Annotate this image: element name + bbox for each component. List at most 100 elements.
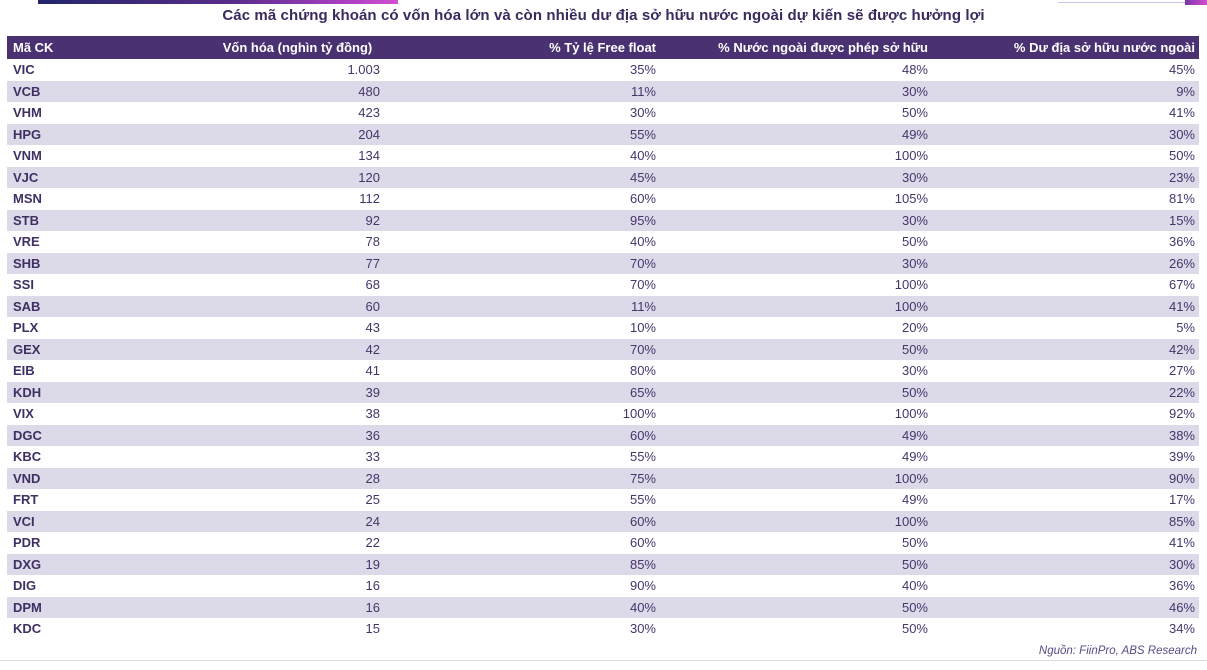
- freefloat-cell: 11%: [430, 295, 666, 317]
- foreign-allowed-cell: 48%: [901, 62, 928, 78]
- marketcap-cell: 36: [165, 424, 430, 446]
- freefloat-cell: 40%: [430, 596, 666, 618]
- freefloat-cell: 35%: [629, 62, 656, 78]
- ticker-cell: VIC: [13, 62, 35, 78]
- marketcap-cell: 16: [165, 596, 430, 618]
- foreign-room-cell: 34%: [1168, 621, 1195, 637]
- foreign-room-cell: 92%: [1168, 406, 1195, 422]
- foreign-allowed-cell: 49%: [666, 123, 938, 145]
- foreign-room-cell: 5%: [1176, 320, 1195, 336]
- top-right-accent-segment: [1185, 0, 1207, 5]
- foreign-allowed-cell: 50%: [901, 621, 928, 637]
- col-header-freefloat: % Tỷ lệ Free float: [430, 36, 666, 59]
- table-row: KDC 15 30% 50% 34%: [7, 618, 1199, 640]
- foreign-room-cell: 23%: [938, 166, 1199, 188]
- marketcap-cell: 134: [358, 148, 380, 164]
- marketcap-cell: 25: [365, 492, 380, 508]
- table-row: EIB 41 80% 30% 27%: [7, 360, 1199, 382]
- foreign-allowed-cell: 49%: [901, 449, 928, 465]
- stocks-table-container: Mã CK Vốn hóa (nghìn tỷ đồng)% Tỷ lệ Free…: [7, 36, 1199, 640]
- ticker-cell: EIB: [13, 363, 35, 379]
- foreign-allowed-cell: 100%: [894, 277, 928, 293]
- table-row: KDH 39 65% 50% 22%: [7, 381, 1199, 403]
- ticker-cell: SHB: [7, 252, 165, 274]
- marketcap-cell: 41: [365, 363, 380, 379]
- top-thin-rule: [1058, 2, 1190, 3]
- foreign-room-cell: 38%: [938, 424, 1199, 446]
- col-header-ticker: Mã CK: [7, 36, 165, 59]
- freefloat-cell: 70%: [430, 338, 666, 360]
- marketcap-cell: 480: [165, 80, 430, 102]
- foreign-allowed-cell: 100%: [666, 510, 938, 532]
- table-row: VCB 480 11% 30% 9%: [7, 80, 1199, 102]
- table-row: PLX 43 10% 20% 5%: [7, 317, 1199, 339]
- stocks-table: Mã CK Vốn hóa (nghìn tỷ đồng)% Tỷ lệ Free…: [7, 36, 1199, 640]
- foreign-room-cell: 9%: [938, 80, 1199, 102]
- foreign-allowed-cell: 100%: [894, 148, 928, 164]
- foreign-allowed-cell: 50%: [666, 553, 938, 575]
- table-row: SSI 68 70% 100% 67%: [7, 274, 1199, 296]
- freefloat-cell: 10%: [629, 320, 656, 336]
- table-row: VHM 423 30% 50% 41%: [7, 102, 1199, 124]
- ticker-cell: VCI: [7, 510, 165, 532]
- freefloat-cell: 65%: [430, 381, 666, 403]
- freefloat-cell: 30%: [629, 105, 656, 121]
- marketcap-cell: 78: [365, 234, 380, 250]
- ticker-cell: KDH: [7, 381, 165, 403]
- freefloat-cell: 70%: [629, 277, 656, 293]
- freefloat-cell: 45%: [430, 166, 666, 188]
- foreign-room-cell: 90%: [938, 467, 1199, 489]
- foreign-room-cell: 22%: [938, 381, 1199, 403]
- bottom-rule: [0, 660, 1207, 661]
- foreign-room-cell: 42%: [938, 338, 1199, 360]
- foreign-room-cell: 41%: [1168, 105, 1195, 121]
- page-title: Các mã chứng khoán có vốn hóa lớn và còn…: [222, 7, 985, 24]
- ticker-cell: VHM: [13, 105, 42, 121]
- stocks-table-header: Mã CK Vốn hóa (nghìn tỷ đồng)% Tỷ lệ Free…: [7, 36, 1199, 59]
- foreign-room-cell: 41%: [1168, 535, 1195, 551]
- marketcap-cell: 42: [165, 338, 430, 360]
- marketcap-cell: 423: [358, 105, 380, 121]
- marketcap-cell: 68: [365, 277, 380, 293]
- foreign-allowed-cell: 50%: [901, 234, 928, 250]
- table-row: VND 28 75% 100% 90%: [7, 467, 1199, 489]
- ticker-cell: GEX: [7, 338, 165, 360]
- table-row: KBC 33 55% 49% 39%: [7, 446, 1199, 468]
- marketcap-cell: 60: [165, 295, 430, 317]
- marketcap-cell: 15: [365, 621, 380, 637]
- ticker-cell: HPG: [7, 123, 165, 145]
- table-row: VNM 134 40% 100% 50%: [7, 145, 1199, 167]
- freefloat-cell: 100%: [622, 406, 656, 422]
- foreign-allowed-cell: 50%: [901, 535, 928, 551]
- freefloat-cell: 80%: [629, 363, 656, 379]
- marketcap-cell: 43: [365, 320, 380, 336]
- foreign-room-cell: 26%: [938, 252, 1199, 274]
- ticker-cell: VRE: [13, 234, 40, 250]
- ticker-cell: PDR: [13, 535, 41, 551]
- freefloat-cell: 95%: [430, 209, 666, 231]
- freefloat-cell: 60%: [430, 510, 666, 532]
- marketcap-cell: 77: [165, 252, 430, 274]
- ticker-cell: KDC: [13, 621, 42, 637]
- table-row: VCI 24 60% 100% 85%: [7, 510, 1199, 532]
- ticker-cell: DPM: [7, 596, 165, 618]
- ticker-cell: VJC: [7, 166, 165, 188]
- foreign-allowed-cell: 40%: [901, 578, 928, 594]
- ticker-cell: SSI: [13, 277, 34, 293]
- ticker-cell: DXG: [7, 553, 165, 575]
- freefloat-cell: 55%: [430, 123, 666, 145]
- foreign-room-cell: 36%: [1168, 234, 1195, 250]
- foreign-allowed-cell: 50%: [666, 381, 938, 403]
- freefloat-cell: 55%: [629, 492, 656, 508]
- marketcap-cell: 120: [165, 166, 430, 188]
- marketcap-cell: 24: [165, 510, 430, 532]
- table-row: DXG 19 85% 50% 30%: [7, 553, 1199, 575]
- col-header-foreign-room: % Dư địa sở hữu nước ngoài: [938, 36, 1199, 59]
- table-row: VJC 120 45% 30% 23%: [7, 166, 1199, 188]
- freefloat-cell: 55%: [629, 449, 656, 465]
- foreign-room-cell: 30%: [938, 553, 1199, 575]
- freefloat-cell: 60%: [629, 535, 656, 551]
- marketcap-cell: 28: [165, 467, 430, 489]
- foreign-room-cell: 46%: [938, 596, 1199, 618]
- foreign-room-cell: 50%: [1168, 148, 1195, 164]
